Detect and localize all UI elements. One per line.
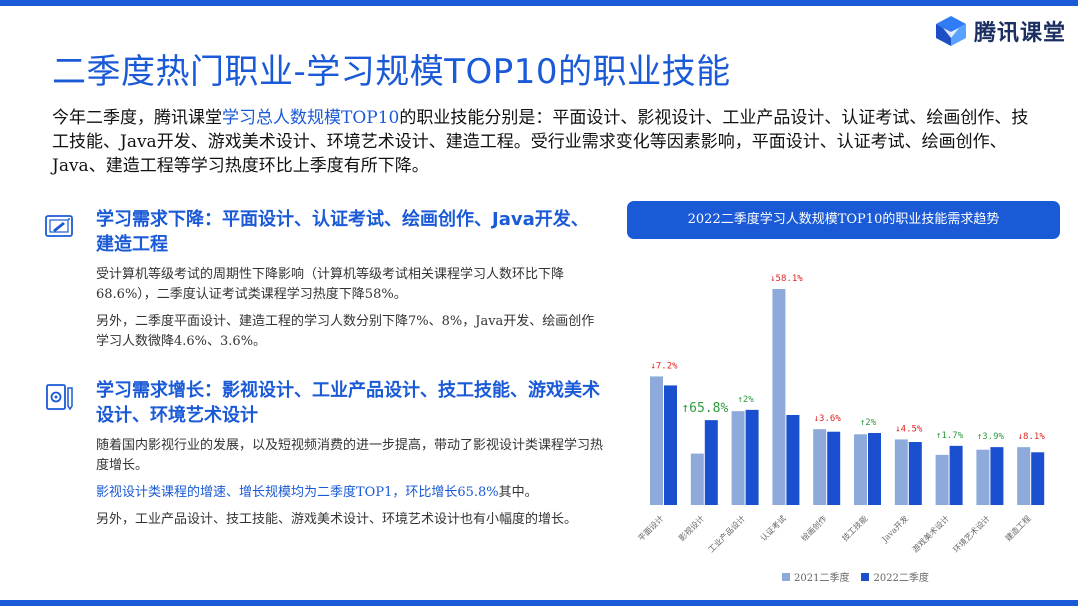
bar-2022-6 [908,442,922,505]
x-tick-label-4: 绘画创作 [799,513,829,543]
bar-2021-5 [854,434,867,505]
tencent-classroom-logo-icon [935,16,966,46]
bar-2022-5 [868,433,881,505]
bar-2021-2 [731,411,745,505]
change-label-9: ↓8.1% [1018,432,1046,442]
change-label-7: ↑1.7% [936,431,964,441]
section-growth-text-2: 影视设计类课程的增速、增长规模均为二季度TOP1，环比增长65.8%其中。 [96,483,604,503]
x-tick-label-7: 游戏美术设计 [910,513,951,554]
x-tick-label-5: 技工技能 [840,513,870,543]
x-tick-label-6: Java开发 [879,513,910,544]
change-label-5: ↑2% [860,418,877,428]
change-label-3: ↓58.1% [770,274,803,284]
section-growth-highlight-suffix: 其中。 [498,485,538,500]
bar-2021-6 [894,439,908,505]
bar-2021-0 [650,376,663,505]
section-growth-text-3: 另外，工业产品设计、技工技能、游戏美术设计、环境艺术设计也有小幅度的增长。 [96,512,578,527]
bar-2022-4 [827,431,841,505]
bar-2021-7 [935,454,949,505]
design-tablet-icon [45,215,73,237]
section-growth-heading: 学习需求增长：影视设计、工业产品设计、技工技能、游戏美术设计、环境艺术设计 [96,380,600,426]
legend-item-2021: 2021二季度 [782,569,849,584]
section-decline: 学习需求下降：平面设计、认证考试、绘画创作、Java开发、建造工程 受计算机等级… [44,207,604,359]
bar-2022-8 [990,447,1004,505]
change-label-4: ↓3.6% [814,414,842,424]
section-growth-body: 随着国内影视行业的发展，以及短视频消费的进一步提高，带动了影视设计类课程学习热度… [96,436,604,530]
section-decline-text-2: 另外，二季度平面设计、建造工程的学习人数分别下降7%、8%，Java开发、绘画创… [96,314,595,349]
change-label-6: ↓4.5% [895,424,923,434]
bar-2021-4 [813,429,827,505]
intro-highlight: 学习总人数规模TOP10 [222,108,400,128]
brand-logo: 腾讯课堂 [934,14,1066,48]
x-tick-label-1: 影视设计 [677,513,707,543]
section-decline-heading: 学习需求下降：平面设计、认证考试、绘画创作、Java开发、建造工程 [96,209,589,255]
x-tick-label-0: 平面设计 [636,513,666,543]
x-tick-label-2: 工业产品设计 [706,513,747,554]
document-gear-icon [46,384,73,411]
change-label-0: ↓7.2% [650,361,678,371]
legend-swatch-2022 [861,572,870,581]
section-decline-body: 受计算机等级考试的周期性下降影响（计算机等级考试相关课程学习人数环比下降68.6… [96,265,604,352]
page-title: 二季度热门职业-学习规模TOP10的职业技能 [52,52,731,92]
bar-2022-0 [664,385,677,505]
bar-2022-2 [745,409,759,505]
section-decline-text-1: 受计算机等级考试的周期性下降影响（计算机等级考试相关课程学习人数环比下降68.6… [96,267,565,302]
legend-label-2022: 2022二季度 [873,573,929,584]
bar-2022-9 [1031,452,1045,505]
chart-title: 2022二季度学习人数规模TOP10的职业技能需求趋势 [627,201,1060,239]
intro-prefix: 今年二季度，腾讯课堂 [52,108,222,128]
logo-text: 腾讯课堂 [973,21,1066,46]
intro-suffix: 的职业技能分别是：平面设计、影视设计、工业产品设计、认证考试、绘画创作、技工技能… [52,108,1029,176]
section-growth-highlight: 影视设计类课程的增速、增长规模均为二季度TOP1，环比增长65.8% [96,485,499,500]
x-tick-label-8: 环境艺术设计 [951,513,992,554]
bar-2022-3 [786,415,800,505]
change-label-1: ↑65.8% [681,401,728,416]
legend-label-2021: 2021二季度 [794,573,850,584]
bar-2021-3 [772,289,786,505]
section-growth-text-1: 随着国内影视行业的发展，以及短视频消费的进一步提高，带动了影视设计类课程学习热度… [96,438,604,473]
bar-2021-8 [976,449,990,505]
intro-paragraph: 今年二季度，腾讯课堂学习总人数规模TOP10的职业技能分别是：平面设计、影视设计… [52,106,1042,178]
bar-2021-1 [690,453,704,505]
change-label-8: ↑3.9% [977,432,1005,442]
bar-chart: ↓7.2% 平面设计 ↑65.8% 影视设计 ↑2% 工业产品设计 ↓58.1% 认证考试 ↓3… [636,274,1046,554]
bar-2022-7 [949,445,963,505]
x-tick-label-3: 认证考试 [758,513,788,543]
bar-2021-9 [1017,447,1031,505]
legend-item-2022: 2022二季度 [861,569,929,584]
bottom-accent-bar [0,600,1078,606]
change-label-2: ↑2% [737,395,754,405]
bar-2022-1 [704,420,718,505]
section-growth: 学习需求增长：影视设计、工业产品设计、技工技能、游戏美术设计、环境艺术设计 随着… [44,378,604,537]
chart-legend: 2021二季度 2022二季度 [782,569,929,584]
legend-swatch-2021 [782,572,790,581]
x-tick-label-9: 建造工程 [1003,513,1033,543]
top-accent-bar [0,0,1078,6]
